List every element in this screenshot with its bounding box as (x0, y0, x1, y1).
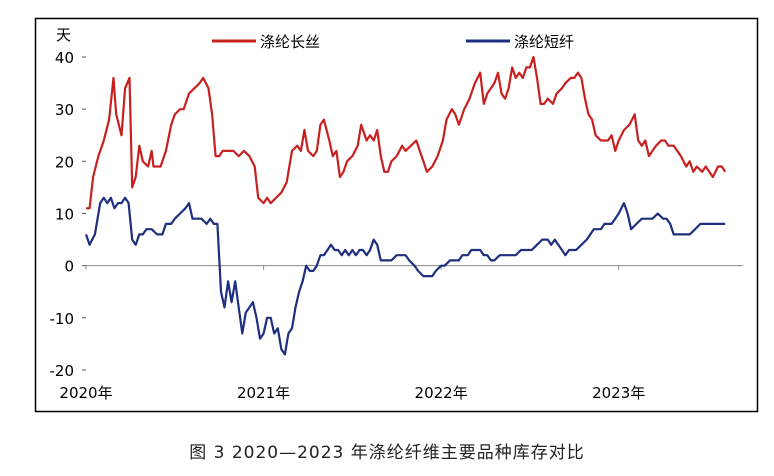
chart-legend: 涤纶长丝 涤纶短纤 (212, 33, 574, 51)
y-tick-label: 0 (64, 258, 74, 276)
y-tick-label: -20 (50, 362, 75, 380)
series-layer (84, 55, 727, 356)
series-line-2 (84, 196, 726, 356)
y-tick-label: -10 (50, 310, 75, 328)
figure-caption: 图 3 2020—2023 年涤纶纤维主要品种库存对比 (189, 443, 585, 463)
y-tick-label: 40 (55, 49, 74, 67)
y-axis-unit-label: 天 (56, 26, 71, 44)
chart-frame (34, 17, 759, 413)
y-tick-label: 30 (55, 101, 74, 119)
x-tick-label: 2022年 (415, 384, 468, 402)
x-tick-label: 2020年 (59, 384, 112, 402)
x-tick-label: 2021年 (237, 384, 290, 402)
y-tick-label: 20 (55, 153, 74, 171)
y-tick-label: 10 (55, 206, 74, 224)
legend-label-2: 涤纶短纤 (514, 33, 574, 51)
legend-label-1: 涤纶长丝 (260, 33, 320, 51)
x-axis: 2020年 2021年 2022年 2023年 (59, 265, 645, 402)
series-line-1 (86, 55, 727, 210)
x-tick-label: 2023年 (592, 384, 645, 402)
